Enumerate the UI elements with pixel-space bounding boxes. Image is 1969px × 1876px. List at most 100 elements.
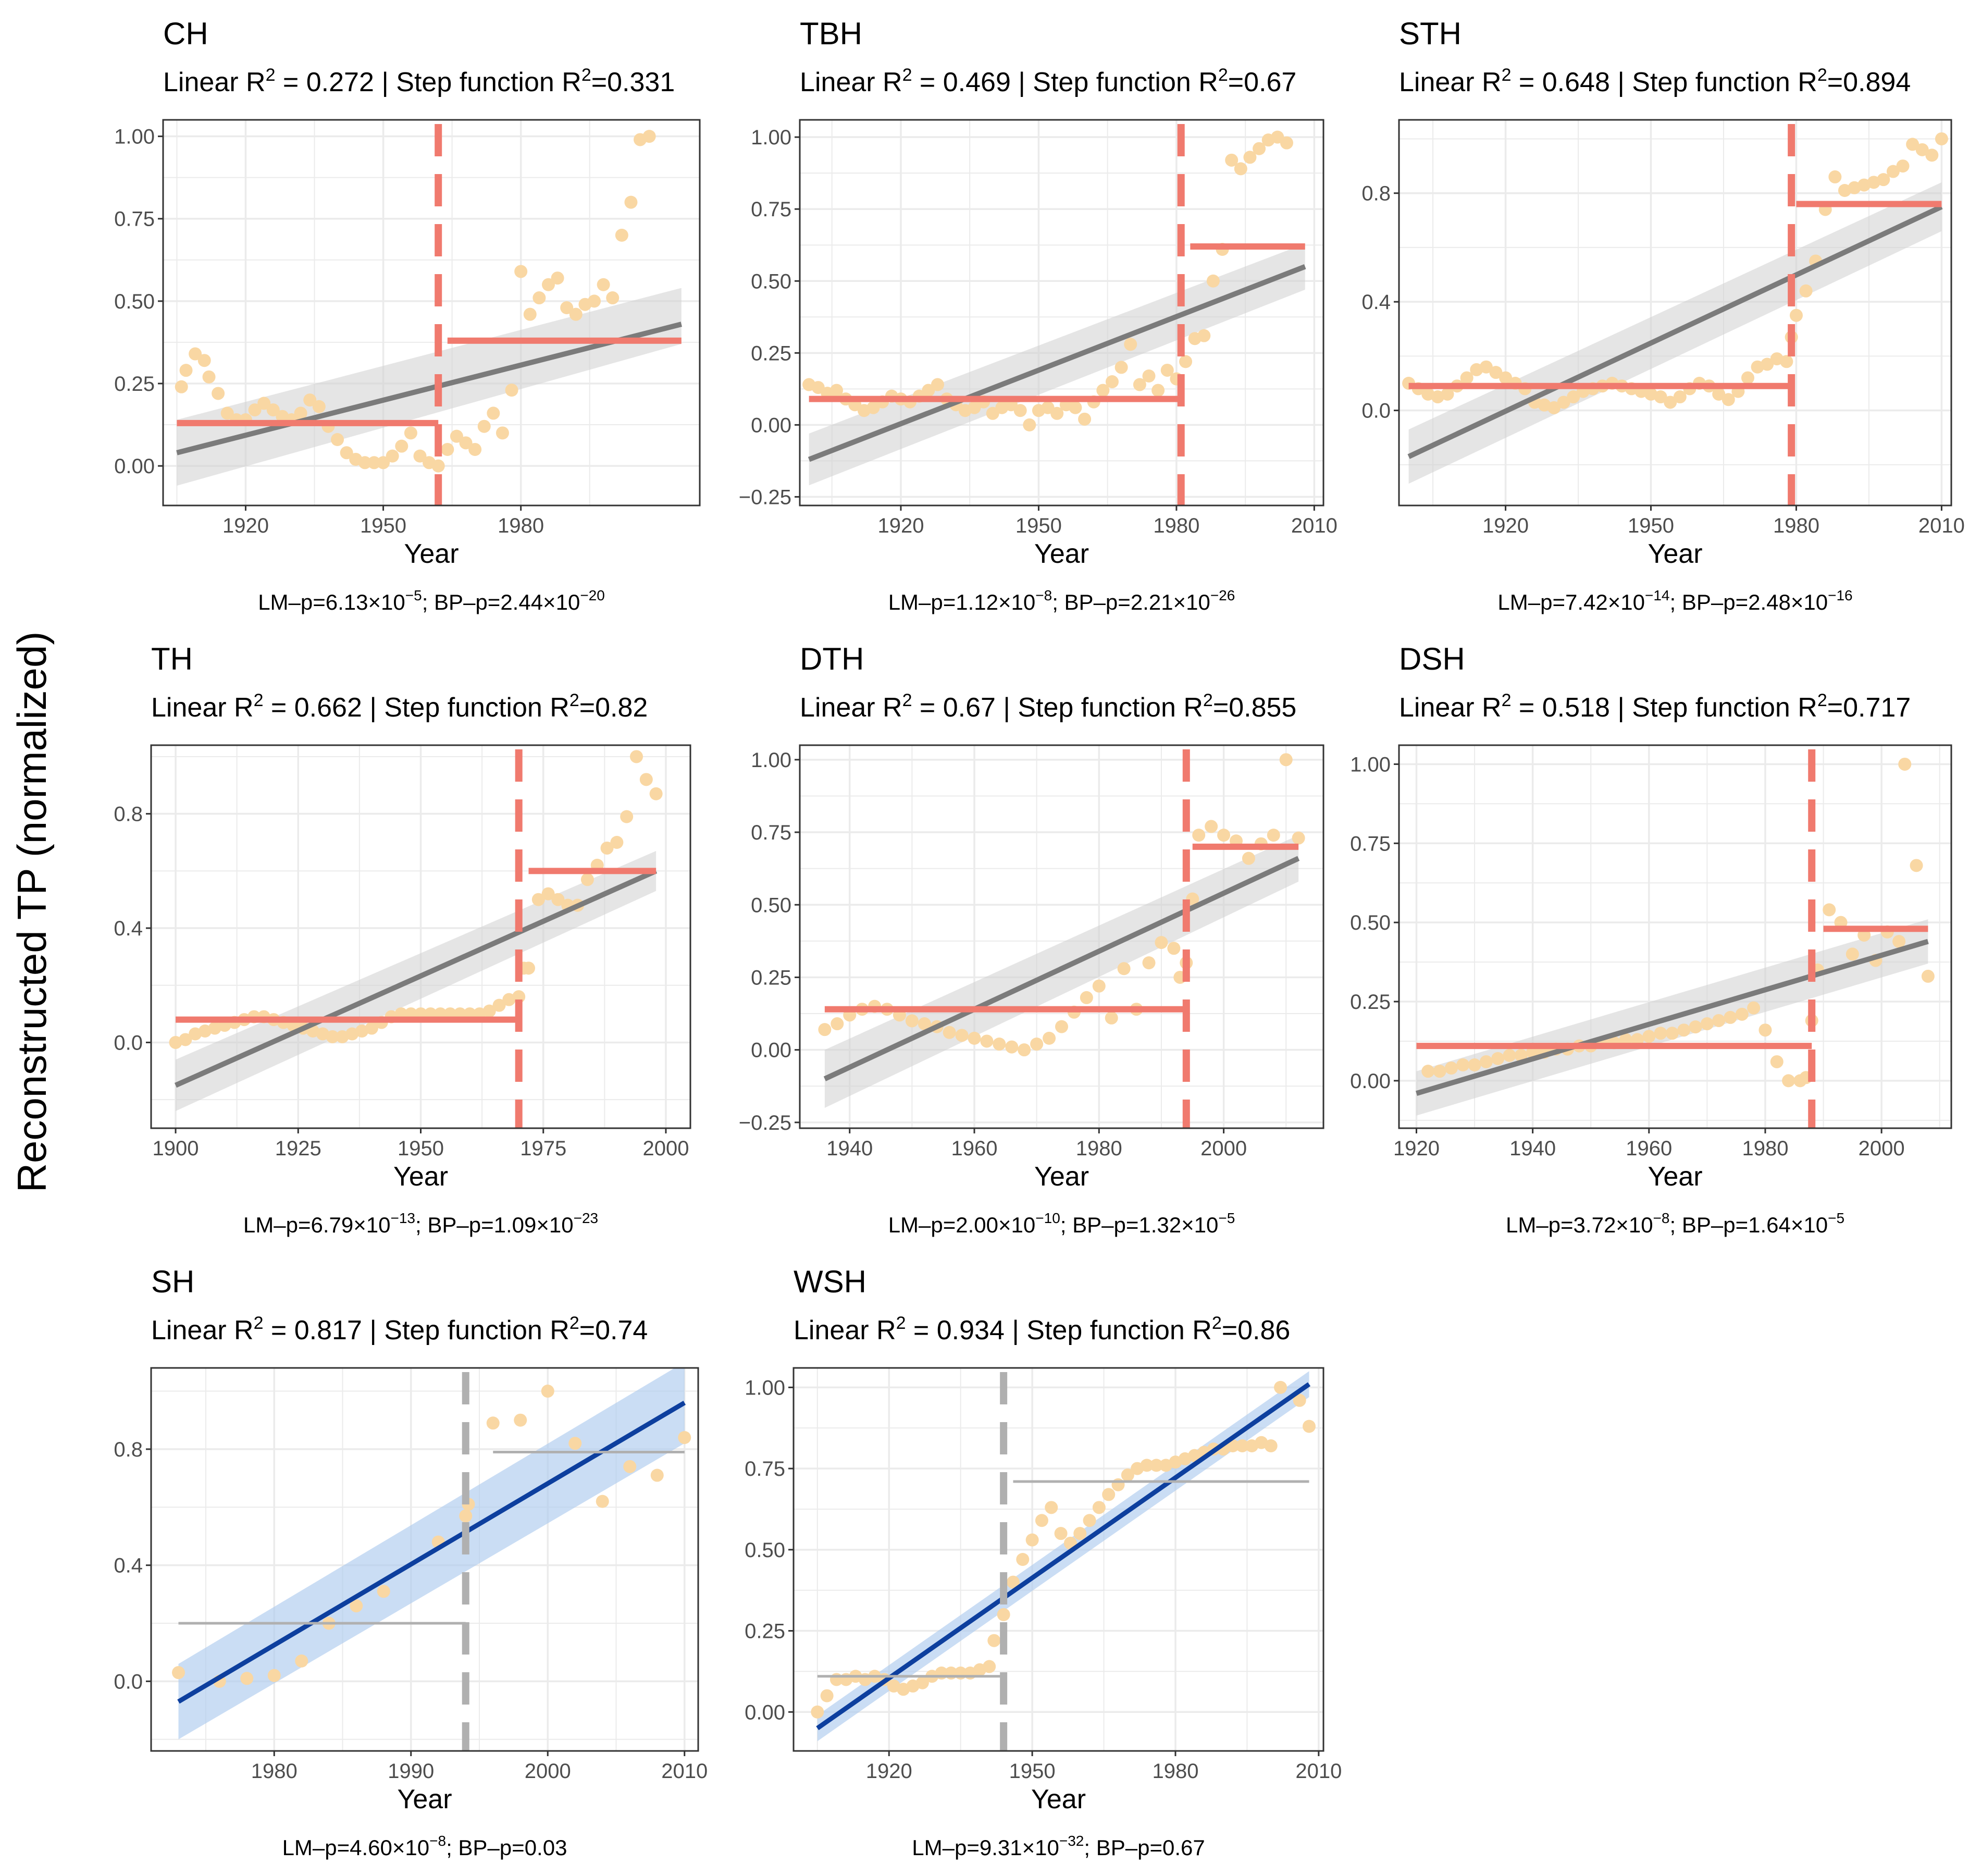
y-tick-label: 1.00 <box>751 749 791 772</box>
data-point <box>459 1509 473 1523</box>
data-point <box>620 810 634 823</box>
x-tick-label: 1900 <box>153 1137 199 1160</box>
data-point <box>624 195 638 209</box>
data-point <box>1096 384 1110 397</box>
data-point <box>1724 1010 1737 1024</box>
data-point <box>1700 1017 1714 1031</box>
data-point <box>1105 375 1119 389</box>
data-point <box>820 1689 834 1702</box>
y-tick-label: 0.0 <box>114 1670 143 1693</box>
plot-frame <box>162 119 701 507</box>
data-point <box>983 1660 996 1673</box>
data-point <box>468 442 482 456</box>
data-point <box>580 873 594 886</box>
data-point <box>541 1385 554 1398</box>
plot-frame <box>1398 119 1952 507</box>
data-point <box>502 993 516 1006</box>
data-point <box>1225 153 1239 167</box>
x-tick-label: 1980 <box>251 1760 298 1783</box>
data-point <box>993 1038 1006 1051</box>
data-point <box>1253 142 1266 155</box>
data-point <box>459 436 473 450</box>
y-tick-label: 0.25 <box>751 966 791 989</box>
data-point <box>331 433 344 447</box>
y-tick-label: −0.25 <box>739 486 791 509</box>
data-point <box>377 456 390 470</box>
y-tick-label: 0.50 <box>114 290 155 313</box>
x-tick-label: 2000 <box>1200 1137 1247 1160</box>
data-point <box>212 387 225 400</box>
data-point <box>818 1023 832 1036</box>
data-point <box>1192 829 1206 842</box>
data-point <box>1433 1065 1446 1078</box>
data-point <box>1846 947 1859 961</box>
data-point <box>931 378 944 391</box>
panels: CH Linear R2 = 0.272 | Step function R2=0… <box>114 16 1965 1860</box>
data-point <box>266 403 280 417</box>
y-tick-label: 0.4 <box>1361 291 1391 314</box>
x-tick-label: 1920 <box>1393 1137 1440 1160</box>
x-tick-label: 1950 <box>360 514 406 537</box>
y-tick-label: 1.00 <box>1350 753 1391 776</box>
y-tick-label: 0.00 <box>1350 1070 1391 1093</box>
y-tick-label: 0.8 <box>114 1438 143 1461</box>
global-y-axis-label: Reconstructed TP (normalized) <box>9 632 55 1193</box>
data-point <box>831 1017 844 1031</box>
panel-title: DTH <box>800 641 864 676</box>
linear-fit-line <box>175 868 658 1088</box>
panel-dsh: DSH Linear R2 = 0.518 | Step function R2=… <box>1350 641 1952 1237</box>
plot-layers <box>175 124 683 505</box>
x-axis-label: Year <box>397 1784 452 1815</box>
panel-dth: DTH Linear R2 = 0.67 | Step function R2=0… <box>739 641 1324 1237</box>
data-point <box>477 419 491 433</box>
data-point <box>1780 355 1793 368</box>
y-tick-label: 1.00 <box>751 126 791 149</box>
x-tick-label: 1920 <box>222 514 269 537</box>
data-point <box>639 773 653 786</box>
x-axis-label: Year <box>1648 1162 1702 1192</box>
data-point <box>1133 378 1146 391</box>
data-point <box>1567 390 1580 404</box>
x-tick-label: 1950 <box>1628 514 1674 537</box>
data-point <box>987 1634 1001 1647</box>
data-point <box>1925 149 1939 162</box>
p-value-caption: LM–p=9.31×10−32; BP–p=0.67 <box>912 1833 1205 1860</box>
x-tick-label: 1960 <box>1626 1137 1672 1160</box>
data-point <box>208 1021 221 1035</box>
x-tick-label: 1980 <box>1742 1137 1788 1160</box>
data-point <box>1264 1439 1278 1452</box>
r2-label: Linear R2 = 0.817 | Step function R2=0.7… <box>151 1313 648 1346</box>
data-point <box>1877 173 1890 187</box>
data-point <box>1503 1048 1516 1062</box>
x-tick-label: 2010 <box>661 1760 708 1783</box>
y-tick-label: 0.00 <box>751 414 791 437</box>
data-point <box>1722 393 1735 406</box>
panel-title: STH <box>1399 16 1462 51</box>
data-point <box>1140 1459 1154 1472</box>
y-tick-label: 0.75 <box>114 208 155 231</box>
data-point <box>630 750 643 763</box>
data-point <box>179 364 193 377</box>
data-point <box>431 459 445 473</box>
data-point <box>1111 1478 1125 1491</box>
data-point <box>1055 1020 1068 1033</box>
panel-sh: SH Linear R2 = 0.817 | Step function R2=0… <box>114 1264 708 1860</box>
y-tick-label: 0.50 <box>1350 911 1391 934</box>
y-tick-label: 0.4 <box>114 917 143 940</box>
data-point <box>1741 371 1754 385</box>
data-point <box>678 1431 691 1445</box>
data-point <box>1279 753 1293 767</box>
data-point <box>1124 338 1137 351</box>
data-point <box>1274 1380 1287 1394</box>
x-tick-label: 1975 <box>520 1137 566 1160</box>
x-tick-label: 1950 <box>1016 514 1062 537</box>
plot-layers <box>1402 124 1948 505</box>
data-point <box>1016 1553 1030 1566</box>
data-point <box>568 1437 582 1450</box>
data-point <box>358 456 371 470</box>
data-point <box>1441 387 1454 401</box>
data-point <box>1789 308 1803 322</box>
data-point <box>1235 1439 1249 1452</box>
y-tick-label: 0.25 <box>1350 991 1391 1014</box>
data-point <box>1664 396 1677 409</box>
